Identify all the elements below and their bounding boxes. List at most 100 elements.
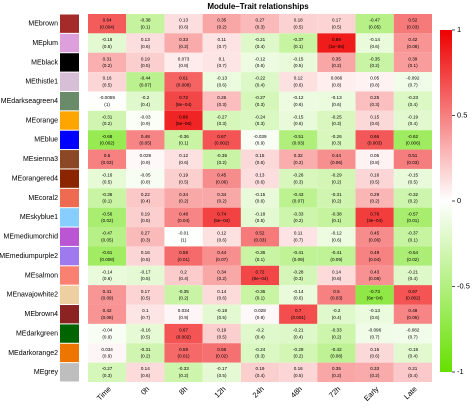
heat-cell <box>240 362 280 382</box>
cell-value: 0.74 <box>217 211 226 216</box>
cell-pvalue: (0.4) <box>255 44 265 49</box>
heat-cell <box>393 130 432 150</box>
heat-cell <box>279 265 318 286</box>
heat-cell <box>164 130 203 150</box>
heat-cell <box>126 91 165 111</box>
cell-pvalue: (0.6) <box>332 276 342 281</box>
module-swatch <box>60 111 79 130</box>
heat-cell <box>240 304 280 324</box>
cell-pvalue: (0.2) <box>179 373 189 378</box>
heat-cell <box>202 304 241 324</box>
heat-cell <box>202 52 241 73</box>
cell-pvalue: (0.8) <box>141 179 151 184</box>
heat-cell <box>240 265 280 286</box>
cell-value: -0.01 <box>178 231 189 236</box>
heat-cell <box>202 246 241 266</box>
heat-cell <box>240 91 280 111</box>
cell-value: 0.48 <box>408 308 417 313</box>
cell-pvalue: (0.3) <box>102 373 112 378</box>
cell-value: -0.51 <box>293 134 304 139</box>
heat-cell <box>355 168 394 189</box>
cell-pvalue: (6e−04) <box>367 296 383 301</box>
cell-pvalue: (0.9) <box>141 160 151 165</box>
cell-pvalue: (0.6) <box>255 179 265 184</box>
cell-value: -0.36 <box>102 192 113 197</box>
heat-cell <box>393 246 432 266</box>
cell-value: 0.52 <box>408 18 417 23</box>
heat-cell <box>88 188 127 208</box>
heat-cell <box>317 188 356 208</box>
row-label: MEblue <box>34 137 58 144</box>
heat-cell <box>88 343 127 363</box>
cell-value: -0.14 <box>293 289 304 294</box>
cell-pvalue: (0.3) <box>217 121 227 126</box>
cell-value: 0.72 <box>256 269 265 274</box>
heat-cell <box>164 188 203 208</box>
cell-pvalue: (0.07) <box>139 82 151 87</box>
heat-cell <box>393 72 432 92</box>
heat-cell <box>317 323 356 344</box>
cell-pvalue: (1) <box>104 102 110 107</box>
cell-value: -0.17 <box>217 366 228 371</box>
cell-value: 0.44 <box>332 153 341 158</box>
cell-pvalue: (5e−04) <box>214 218 230 223</box>
cell-value: 0.05 <box>370 76 379 81</box>
heat-cell <box>240 207 280 228</box>
heat-cell <box>126 52 165 73</box>
heat-cell <box>240 285 280 305</box>
cell-pvalue: (0.5) <box>408 179 418 184</box>
heat-cell <box>279 91 318 111</box>
column-label: Late <box>402 384 419 401</box>
cell-pvalue: (0.7) <box>293 237 303 242</box>
row-label: MEskyblue1 <box>20 214 58 221</box>
column-label: Time <box>95 384 113 402</box>
cell-value: 0.33 <box>179 37 188 42</box>
cell-pvalue: (0.3) <box>332 121 342 126</box>
column-label: 24h <box>251 384 266 399</box>
cell-pvalue: (0.3) <box>332 141 342 146</box>
cell-pvalue: (0.4) <box>408 373 418 378</box>
heat-cell <box>317 343 356 363</box>
cell-value: -0.41 <box>331 250 342 255</box>
cell-pvalue: (0.5) <box>370 179 380 184</box>
column-label: 12h <box>212 384 227 399</box>
cell-value: 0.48 <box>141 134 150 139</box>
heat-cell <box>126 110 165 131</box>
cell-value: 0.12 <box>294 76 303 81</box>
heat-cell <box>279 168 318 189</box>
cell-pvalue: (0.1) <box>293 44 303 49</box>
heat-cell <box>393 52 432 73</box>
cell-value: -0.62 <box>408 134 419 139</box>
heat-cell <box>202 110 241 131</box>
cell-value: 0.89 <box>332 37 341 42</box>
cell-pvalue: (0.5) <box>217 373 227 378</box>
cell-value: 0.45 <box>217 173 226 178</box>
heat-cell <box>126 207 165 228</box>
heat-cell <box>202 188 241 208</box>
cell-value: 0.13 <box>256 173 265 178</box>
heat-cell <box>317 33 356 53</box>
cell-pvalue: (0.5) <box>141 276 151 281</box>
cell-pvalue: (0.01) <box>407 218 419 223</box>
cell-pvalue: (0.2) <box>179 199 189 204</box>
heat-cell <box>240 33 280 53</box>
cell-value: 0.56 <box>217 347 226 352</box>
cell-pvalue: (0.03) <box>254 237 266 242</box>
heat-cell <box>279 14 318 34</box>
heat-cell <box>279 52 318 73</box>
cell-value: -0.23 <box>408 95 419 100</box>
cell-pvalue: (0.2) <box>102 63 112 68</box>
heat-cell <box>88 246 127 266</box>
module-swatch <box>60 324 79 343</box>
cell-value: -0.44 <box>140 76 151 81</box>
module-swatch <box>60 150 79 169</box>
heat-cell <box>393 227 432 247</box>
cell-pvalue: (0.4) <box>141 199 151 204</box>
heat-cell <box>88 227 127 247</box>
heat-cell <box>88 149 127 169</box>
cell-pvalue: (0.4) <box>255 334 265 339</box>
cell-value: 0.12 <box>179 153 188 158</box>
cell-pvalue: (0.9) <box>179 315 189 320</box>
heat-cell <box>317 168 356 189</box>
cell-pvalue: (0.5) <box>332 24 342 29</box>
